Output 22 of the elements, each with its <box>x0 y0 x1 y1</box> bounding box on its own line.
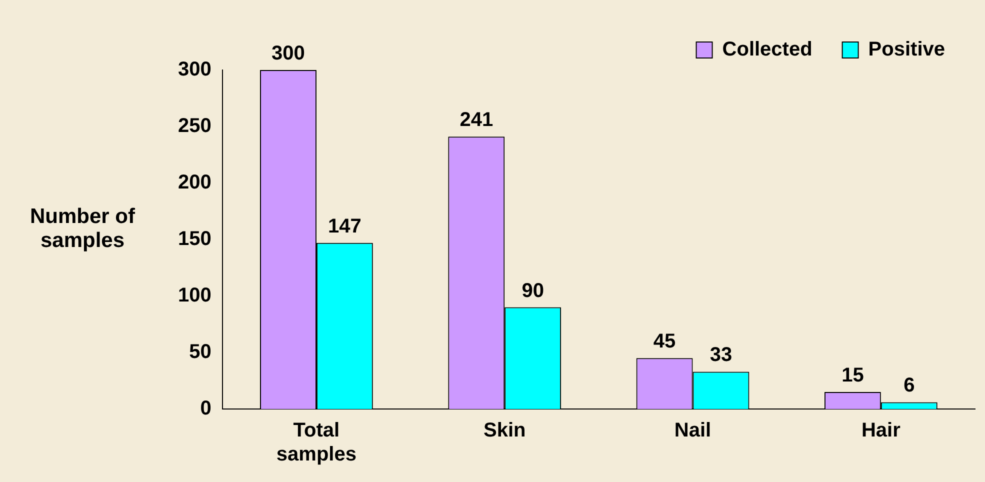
y-tick-label: 50 <box>189 341 212 364</box>
data-label: 15 <box>842 364 864 387</box>
y-tick-label: 250 <box>178 115 212 138</box>
data-label: 6 <box>904 374 915 397</box>
data-label: 33 <box>710 344 732 366</box>
y-tick-label: 200 <box>178 172 212 194</box>
data-label: 45 <box>653 330 676 353</box>
y-tick-label: 300 <box>178 58 212 81</box>
y-tick-label: 150 <box>178 228 212 250</box>
legend-label: Collected <box>722 38 812 61</box>
x-tick-label: Skin <box>483 420 526 442</box>
y-tick-label: 100 <box>178 284 212 307</box>
data-label: 300 <box>272 42 305 65</box>
x-tick-label: Total samples <box>276 420 356 466</box>
legend-label: Positive <box>868 38 946 61</box>
data-label: 241 <box>460 109 494 132</box>
y-tick-label: 0 <box>200 398 212 420</box>
x-tick-label: Hair <box>861 420 901 442</box>
y-axis-title: Number of samples <box>29 205 136 253</box>
data-label: 147 <box>328 215 362 238</box>
x-tick-label: Nail <box>674 420 712 442</box>
data-label: 90 <box>522 280 544 302</box>
